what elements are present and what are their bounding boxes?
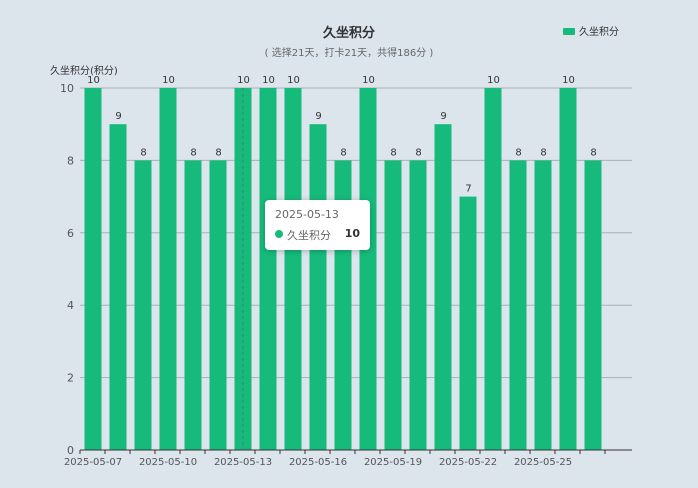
bar[interactable] xyxy=(184,160,202,450)
bar[interactable] xyxy=(384,160,402,450)
y-axis: 0 2 4 6 8 10 xyxy=(60,82,74,457)
x-tick-label: 2025-05-25 xyxy=(514,457,572,468)
bar[interactable] xyxy=(259,88,277,450)
y-tick-label: 6 xyxy=(67,227,74,240)
bar[interactable] xyxy=(434,124,452,450)
bar-value-label: 10 xyxy=(237,75,250,86)
legend-label[interactable]: 久坐积分 xyxy=(579,26,619,38)
y-axis-label: 久坐积分(积分) xyxy=(50,65,118,77)
bar-value-label: 7 xyxy=(465,184,471,195)
x-tick-label: 2025-05-07 xyxy=(64,457,122,468)
tooltip: 2025-05-13 久坐积分 10 xyxy=(265,200,370,250)
x-tick-label: 2025-05-10 xyxy=(139,457,197,468)
bar-value-label: 10 xyxy=(562,75,575,86)
bar[interactable] xyxy=(459,196,477,450)
bar-value-label: 8 xyxy=(515,147,521,158)
bar-value-label: 8 xyxy=(140,147,146,158)
y-tick-label: 10 xyxy=(60,82,74,95)
bar-value-label: 10 xyxy=(87,75,100,86)
x-tick-label: 2025-05-22 xyxy=(439,457,497,468)
tooltip-date: 2025-05-13 xyxy=(275,208,339,221)
legend[interactable]: 久坐积分 xyxy=(563,26,619,38)
x-axis: 2025-05-07 2025-05-10 2025-05-13 2025-05-16… xyxy=(64,449,632,468)
bars: 10 9 8 10 8 8 10 10 10 9 8 10 8 8 9 7 10 8 8 10 8 xyxy=(84,75,602,450)
bar-value-label: 8 xyxy=(190,147,196,158)
bar[interactable] xyxy=(534,160,552,450)
bar-value-label: 10 xyxy=(162,75,175,86)
bar-value-label: 9 xyxy=(115,111,121,122)
bar[interactable] xyxy=(359,88,377,450)
x-tick-label: 2025-05-19 xyxy=(364,457,422,468)
bar-value-label: 10 xyxy=(362,75,375,86)
bar-value-label: 8 xyxy=(590,147,596,158)
bar-value-label: 10 xyxy=(262,75,275,86)
bar[interactable] xyxy=(309,124,327,450)
legend-swatch[interactable] xyxy=(563,28,575,35)
y-tick-label: 0 xyxy=(67,444,74,457)
bar-value-label: 9 xyxy=(315,111,321,122)
bar[interactable] xyxy=(484,88,502,450)
chart-subtitle: ( 选择21天，打卡21天，共得186分 ) xyxy=(265,46,434,59)
tooltip-series-name: 久坐积分 xyxy=(287,229,331,242)
bar-value-label: 10 xyxy=(487,75,500,86)
bar[interactable] xyxy=(509,160,527,450)
x-tick-label: 2025-05-13 xyxy=(214,457,272,468)
bar[interactable] xyxy=(159,88,177,450)
x-tick-label: 2025-05-16 xyxy=(289,457,347,468)
bar-value-label: 8 xyxy=(340,147,346,158)
bar-value-label: 8 xyxy=(215,147,221,158)
bar-value-label: 9 xyxy=(440,111,446,122)
bar[interactable] xyxy=(284,88,302,450)
bar[interactable] xyxy=(409,160,427,450)
y-tick-label: 2 xyxy=(67,372,74,385)
tooltip-series-dot xyxy=(275,230,283,238)
bar[interactable] xyxy=(84,88,102,450)
bar-value-label: 10 xyxy=(287,75,300,86)
y-tick-label: 8 xyxy=(67,154,74,167)
bar[interactable] xyxy=(559,88,577,450)
bar[interactable] xyxy=(584,160,602,450)
bar-value-label: 8 xyxy=(415,147,421,158)
y-tick-label: 4 xyxy=(67,299,74,312)
tooltip-value: 10 xyxy=(344,227,360,240)
chart-title: 久坐积分 xyxy=(323,25,375,41)
bar[interactable] xyxy=(134,160,152,450)
bar-value-label: 8 xyxy=(540,147,546,158)
bar[interactable] xyxy=(109,124,127,450)
bar[interactable] xyxy=(209,160,227,450)
bar-value-label: 8 xyxy=(390,147,396,158)
